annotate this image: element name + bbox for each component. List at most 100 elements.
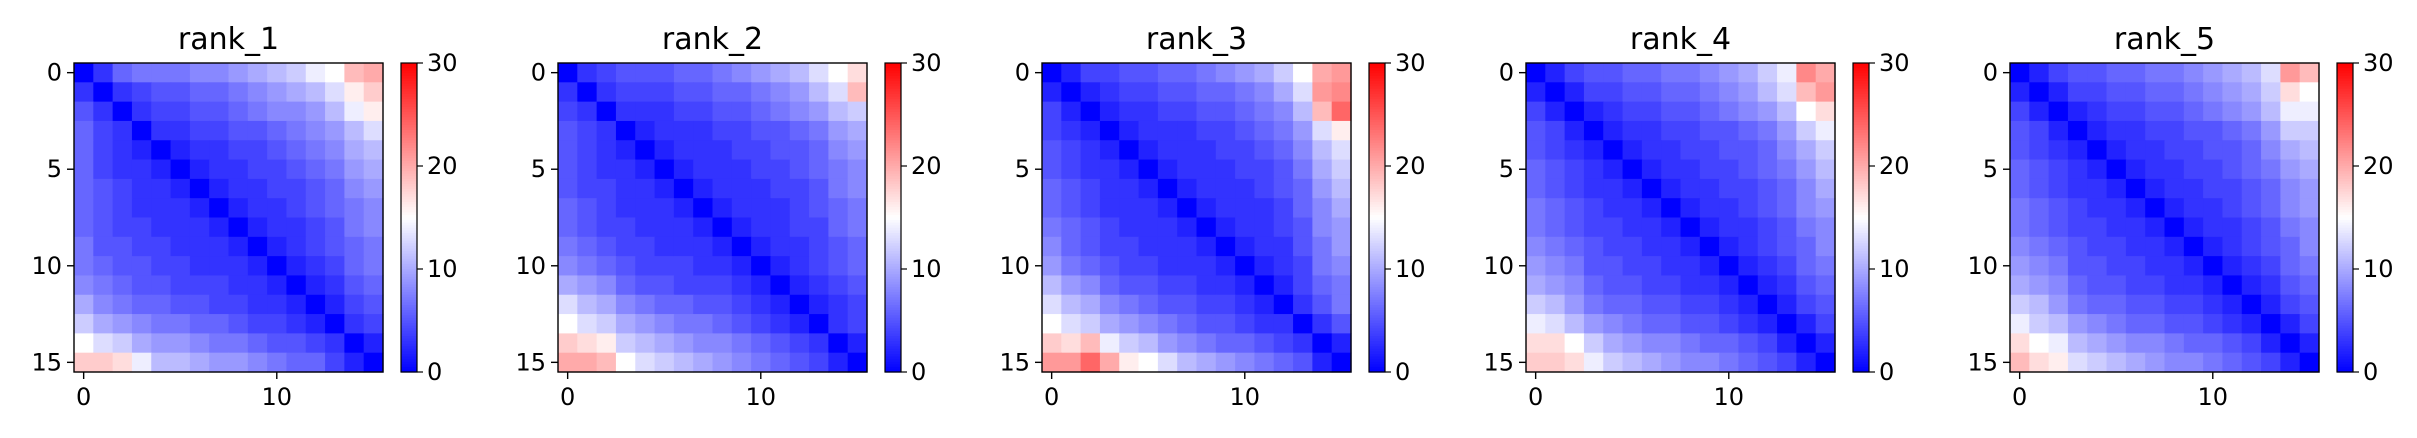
colorbar-tick-label: 10	[427, 255, 458, 283]
heatmap-cell	[2280, 236, 2301, 257]
colorbar-segment	[1853, 147, 1869, 152]
colorbar-segment	[401, 281, 417, 286]
colorbar-segment	[885, 158, 901, 162]
heatmap-cell	[1796, 275, 1817, 296]
heatmap-cell	[2241, 217, 2262, 238]
heatmap-cell	[74, 352, 94, 373]
heatmap-cell	[731, 82, 752, 103]
heatmap-cell	[1699, 198, 1720, 219]
heatmap-cell	[1603, 217, 1624, 238]
heatmap-cell	[344, 314, 365, 334]
heatmap-cell	[2222, 256, 2243, 277]
heatmap-cell	[1061, 217, 1082, 238]
heatmap-cell	[770, 159, 791, 180]
colorbar-segment	[2337, 276, 2353, 280]
heatmap-cell	[1796, 294, 1817, 315]
heatmap-cell	[131, 140, 152, 161]
heatmap-cell	[112, 101, 133, 122]
heatmap-cell	[847, 333, 868, 354]
heatmap-cell	[93, 198, 114, 219]
heatmap-cell	[731, 217, 752, 238]
colorbar-segment	[1369, 258, 1385, 262]
heatmap-cell	[247, 198, 268, 219]
heatmap-cell	[247, 101, 268, 122]
colorbar-segment	[1369, 88, 1385, 92]
colorbar-segment	[2337, 217, 2353, 221]
colorbar-segment	[885, 317, 901, 322]
y-tick-label: 0	[1983, 59, 1998, 87]
heatmap-cell	[74, 236, 94, 257]
colorbar-tick-label: 20	[2363, 152, 2394, 180]
heatmap-cell	[2010, 82, 2030, 103]
heatmap-cell	[1641, 198, 1662, 219]
heatmap-cell	[2010, 120, 2030, 141]
heatmap-cell	[1235, 101, 1256, 122]
heatmap-cell	[286, 294, 307, 315]
heatmap-cell	[2280, 63, 2301, 83]
heatmap-cell	[2280, 275, 2301, 296]
heatmap-cell	[1796, 333, 1817, 354]
heatmap-cell	[693, 236, 714, 257]
heatmap-cell	[1157, 352, 1178, 373]
colorbar-segment	[1853, 269, 1869, 273]
heatmap-cell	[615, 120, 636, 141]
colorbar-segment	[2337, 263, 2353, 268]
heatmap-cell	[2183, 294, 2204, 315]
heatmap-cell	[558, 275, 578, 296]
heatmap-cell	[712, 256, 733, 277]
heatmap-cell	[2087, 101, 2108, 122]
heatmap-cell	[131, 82, 152, 103]
heatmap-cell	[2106, 198, 2127, 219]
heatmap-cell	[189, 198, 210, 219]
colorbar-segment	[885, 220, 901, 224]
heatmap-cell	[1196, 236, 1217, 257]
colorbar-segment	[885, 214, 901, 219]
colorbar-segment	[1369, 124, 1385, 128]
heatmap-cell	[74, 140, 94, 161]
heatmap-cell	[2203, 256, 2224, 277]
colorbar-segment	[885, 68, 901, 72]
heatmap-cell	[170, 256, 191, 277]
heatmap-cell	[1235, 256, 1256, 277]
heatmap-cell	[2145, 140, 2166, 161]
colorbar-segment	[1369, 287, 1385, 291]
heatmap-cell	[267, 275, 288, 296]
colorbar-segment	[401, 366, 417, 371]
heatmap-cell	[1777, 236, 1797, 257]
x-tick-label: 10	[2198, 383, 2229, 411]
colorbar-segment	[401, 140, 417, 144]
colorbar-tick-label: 30	[1879, 49, 1910, 77]
heatmap-cell	[189, 140, 210, 161]
heatmap-cell	[654, 314, 675, 334]
colorbar-segment	[1853, 93, 1869, 98]
colorbar-segment	[885, 299, 901, 304]
colorbar-segment	[401, 173, 417, 177]
heatmap-cell	[344, 294, 365, 315]
heatmap-cell	[74, 101, 94, 122]
heatmap-cell	[809, 101, 829, 122]
heatmap-cell	[1699, 140, 1720, 161]
colorbar-segment	[2337, 68, 2353, 72]
heatmap-cell	[731, 275, 752, 296]
colorbar-segment	[1369, 325, 1385, 329]
heatmap-cell	[2010, 256, 2030, 277]
heatmap-cell	[1699, 101, 1720, 122]
heatmap-cell	[267, 256, 288, 277]
heatmap-cell	[2222, 236, 2243, 257]
colorbar-segment	[885, 171, 901, 175]
colorbar-segment	[1369, 140, 1385, 144]
heatmap-cell	[1622, 217, 1643, 238]
colorbar-segment	[1369, 248, 1385, 252]
colorbar-segment	[1369, 204, 1385, 208]
colorbar-segment	[1369, 315, 1385, 319]
heatmap-cell	[2048, 159, 2069, 180]
heatmap-cell	[112, 159, 133, 180]
heatmap-cell	[731, 101, 752, 122]
heatmap-cell	[1061, 236, 1082, 257]
colorbar-segment	[1369, 341, 1385, 345]
heatmap-cell	[1196, 198, 1217, 219]
heatmap-cell	[2125, 275, 2146, 296]
heatmap-cell	[2048, 63, 2069, 83]
heatmap-cell	[74, 314, 94, 334]
colorbar-segment	[1853, 122, 1869, 126]
